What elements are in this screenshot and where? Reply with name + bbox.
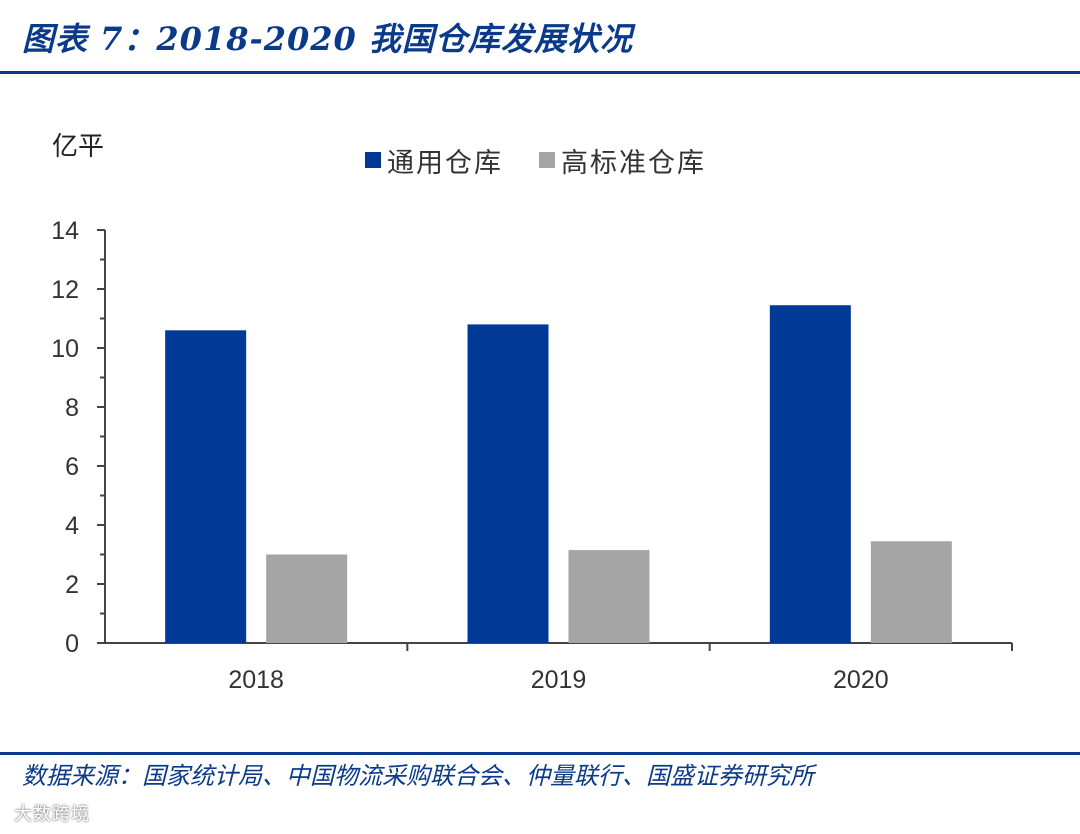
x-tick-label: 2020 [833, 666, 889, 694]
y-axis-unit-label: 亿平 [52, 132, 105, 162]
bar-general-2019 [467, 324, 549, 643]
watermark: 大数跨境 [14, 804, 90, 825]
x-tick-label: 2019 [531, 666, 587, 694]
chart-legend: 通用仓库 高标准仓库 [365, 140, 742, 180]
y-tick-label: 6 [65, 453, 79, 481]
bar-high-standard-2019 [568, 550, 650, 643]
x-tick-label: 2018 [228, 666, 284, 694]
y-tick-label: 14 [51, 217, 79, 245]
bar-high-standard-2018 [266, 554, 348, 643]
legend-item-general: 通用仓库 [365, 141, 503, 180]
footer-divider [0, 752, 1080, 755]
title-divider [0, 71, 1080, 74]
figure-title: 图表 7：2018-2020 我国仓库发展状况 [22, 20, 633, 58]
y-tick-label: 8 [65, 394, 79, 422]
legend-label-general: 通用仓库 [387, 147, 503, 179]
legend-swatch-general [365, 152, 381, 168]
y-tick-label: 12 [51, 276, 79, 304]
source-note: 数据来源：国家统计局、中国物流采购联合会、仲量联行、国盛证券研究所 [22, 762, 814, 790]
y-tick-label: 2 [65, 571, 79, 599]
y-tick-label: 4 [65, 512, 79, 540]
legend-label-high-standard: 高标准仓库 [561, 147, 706, 179]
legend-item-high-standard: 高标准仓库 [539, 141, 706, 180]
bar-general-2020 [769, 305, 851, 643]
figure-header: 图表 7：2018-2020 我国仓库发展状况 [0, 0, 1080, 74]
y-tick-label: 10 [51, 335, 79, 363]
bar-high-standard-2020 [870, 541, 952, 643]
bar-general-2018 [165, 330, 247, 643]
y-tick-label: 0 [65, 630, 79, 658]
legend-swatch-high-standard [539, 152, 555, 168]
